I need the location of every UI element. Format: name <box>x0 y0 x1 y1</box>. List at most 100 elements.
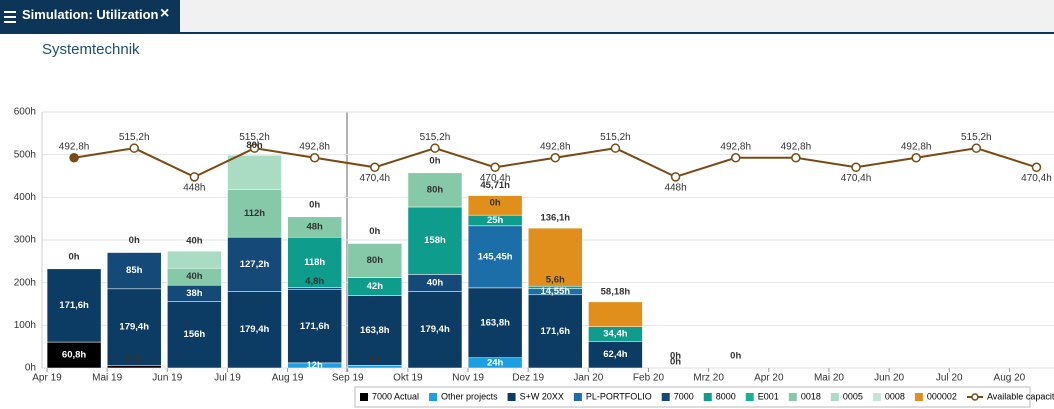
legend-label: 000002 <box>927 391 957 401</box>
capacity-label: 470,4h <box>480 173 511 184</box>
y-tick-label: 200h <box>14 277 36 288</box>
legend-box <box>354 386 1031 408</box>
bar-segment <box>227 236 282 292</box>
bar-value-label: 136,1h <box>540 213 570 224</box>
bar-value-label: 171,6h <box>540 326 570 337</box>
capacity-point <box>550 152 561 163</box>
bar-segment <box>467 287 523 359</box>
capacity-label: 515,2h <box>239 132 270 143</box>
legend-label: 7000 <box>674 391 694 401</box>
capacity-label: 492,8h <box>901 141 932 152</box>
bar-value-label: 179,4h <box>240 324 270 335</box>
x-tick-label: Mrz 20 <box>693 373 724 384</box>
capacity-point <box>189 172 200 182</box>
bar-segment <box>227 189 282 238</box>
bar-segment <box>46 268 102 343</box>
legend-swatch <box>573 393 582 401</box>
capacity-label: 515,2h <box>961 132 992 143</box>
x-tick-label: Mai 19 <box>92 373 122 384</box>
y-tick-label: 500h <box>14 149 36 160</box>
bar-value-label: 25h <box>487 215 504 226</box>
capacity-label: 470,4h <box>1021 173 1052 184</box>
bar-value-label: 80h <box>367 255 384 266</box>
capacity-point <box>791 152 801 163</box>
capacity-label: 448h <box>664 182 686 193</box>
bar-value-label: 145,45h <box>478 251 513 262</box>
bar-value-label: 171,6h <box>59 300 89 311</box>
x-tick-label: Okt 19 <box>393 373 423 384</box>
bar-segment <box>467 195 523 216</box>
tab[interactable]: Simulation: Utilization × <box>0 0 180 32</box>
legend-swatch <box>661 393 670 401</box>
bar-segment <box>588 301 643 327</box>
bar-value-label: 58,18h <box>601 286 631 297</box>
capacity-label: 515,2h <box>119 132 150 143</box>
bar-segment <box>407 172 463 208</box>
bar-value-label: 14,55h <box>540 286 570 297</box>
bar-segment <box>287 237 342 288</box>
bar-value-label: 0h <box>429 155 440 166</box>
legend-label: 0018 <box>801 391 821 401</box>
legend-label: E001 <box>758 391 779 401</box>
legend-swatch <box>745 393 754 401</box>
legend-swatch <box>971 393 979 401</box>
x-tick-label: Apr 19 <box>32 373 62 384</box>
x-tick-label: Aug 20 <box>994 373 1026 384</box>
bar-value-label: 5,6h <box>546 275 565 286</box>
bar-segment <box>287 289 342 364</box>
bar-segment <box>407 206 463 275</box>
bar-value-label: 40h <box>186 271 203 282</box>
legend-label: 0005 <box>843 391 863 401</box>
x-tick-label: Jan 20 <box>573 373 603 384</box>
tab-title: Simulation: Utilization <box>22 7 159 22</box>
bar-segment <box>167 250 222 269</box>
y-tick-label: 300h <box>14 235 36 246</box>
capacity-point <box>490 162 500 173</box>
bar-value-label: 45,71h <box>480 180 510 191</box>
bar-value-label: 0h <box>369 226 380 237</box>
capacity-label: 515,2h <box>600 132 631 143</box>
legend-label: 7000 Actual <box>372 391 419 401</box>
chart-title: Systemtechnik <box>42 41 140 58</box>
close-icon[interactable]: × <box>160 5 170 22</box>
bar-value-label: 6h <box>369 354 380 365</box>
capacity-point <box>730 152 741 163</box>
bar-value-label: 60,8h <box>62 350 86 361</box>
capacity-label: 492,8h <box>299 141 330 152</box>
bar-value-label: 179,4h <box>119 322 149 333</box>
bar-value-label: 80h <box>427 184 444 195</box>
bar-segment <box>227 291 282 369</box>
capacity-label: 492,8h <box>59 141 90 152</box>
capacity-point <box>370 162 380 173</box>
bar-value-label: 40h <box>427 277 444 288</box>
bar-value-label: 158h <box>424 235 446 246</box>
bar-segment <box>287 287 342 290</box>
legend-label: Other projects <box>441 391 498 401</box>
bar-segment <box>106 288 162 366</box>
bar-segment <box>347 243 403 278</box>
capacity-point <box>249 143 260 153</box>
capacity-point <box>610 143 621 153</box>
capacity-point <box>129 143 139 153</box>
bar-value-label: 48h <box>306 222 323 233</box>
menu-icon[interactable] <box>4 10 18 24</box>
legend-swatch <box>830 393 839 401</box>
capacity-point <box>309 152 320 163</box>
bar-value-label: 40h <box>186 236 203 247</box>
legend-label: PL-PORTFOLIO <box>586 391 652 401</box>
bar-value-label: 127,2h <box>240 259 270 270</box>
bar-value-label: 0h <box>490 198 501 209</box>
bar-value-label: 38h <box>186 288 203 299</box>
legend-label: 0008 <box>885 391 905 401</box>
bar-value-label: 12h <box>306 360 323 371</box>
legend-swatch <box>360 393 368 401</box>
bar-value-label: 4,8h <box>305 276 324 287</box>
bar-segment <box>46 341 102 369</box>
bar-value-label: 179,4h <box>420 324 450 335</box>
bar-value-label: 62,4h <box>603 349 627 360</box>
legend-swatch <box>788 393 797 401</box>
x-tick-label: Nov 19 <box>452 373 484 384</box>
bar-value-label: 0h <box>129 235 140 246</box>
